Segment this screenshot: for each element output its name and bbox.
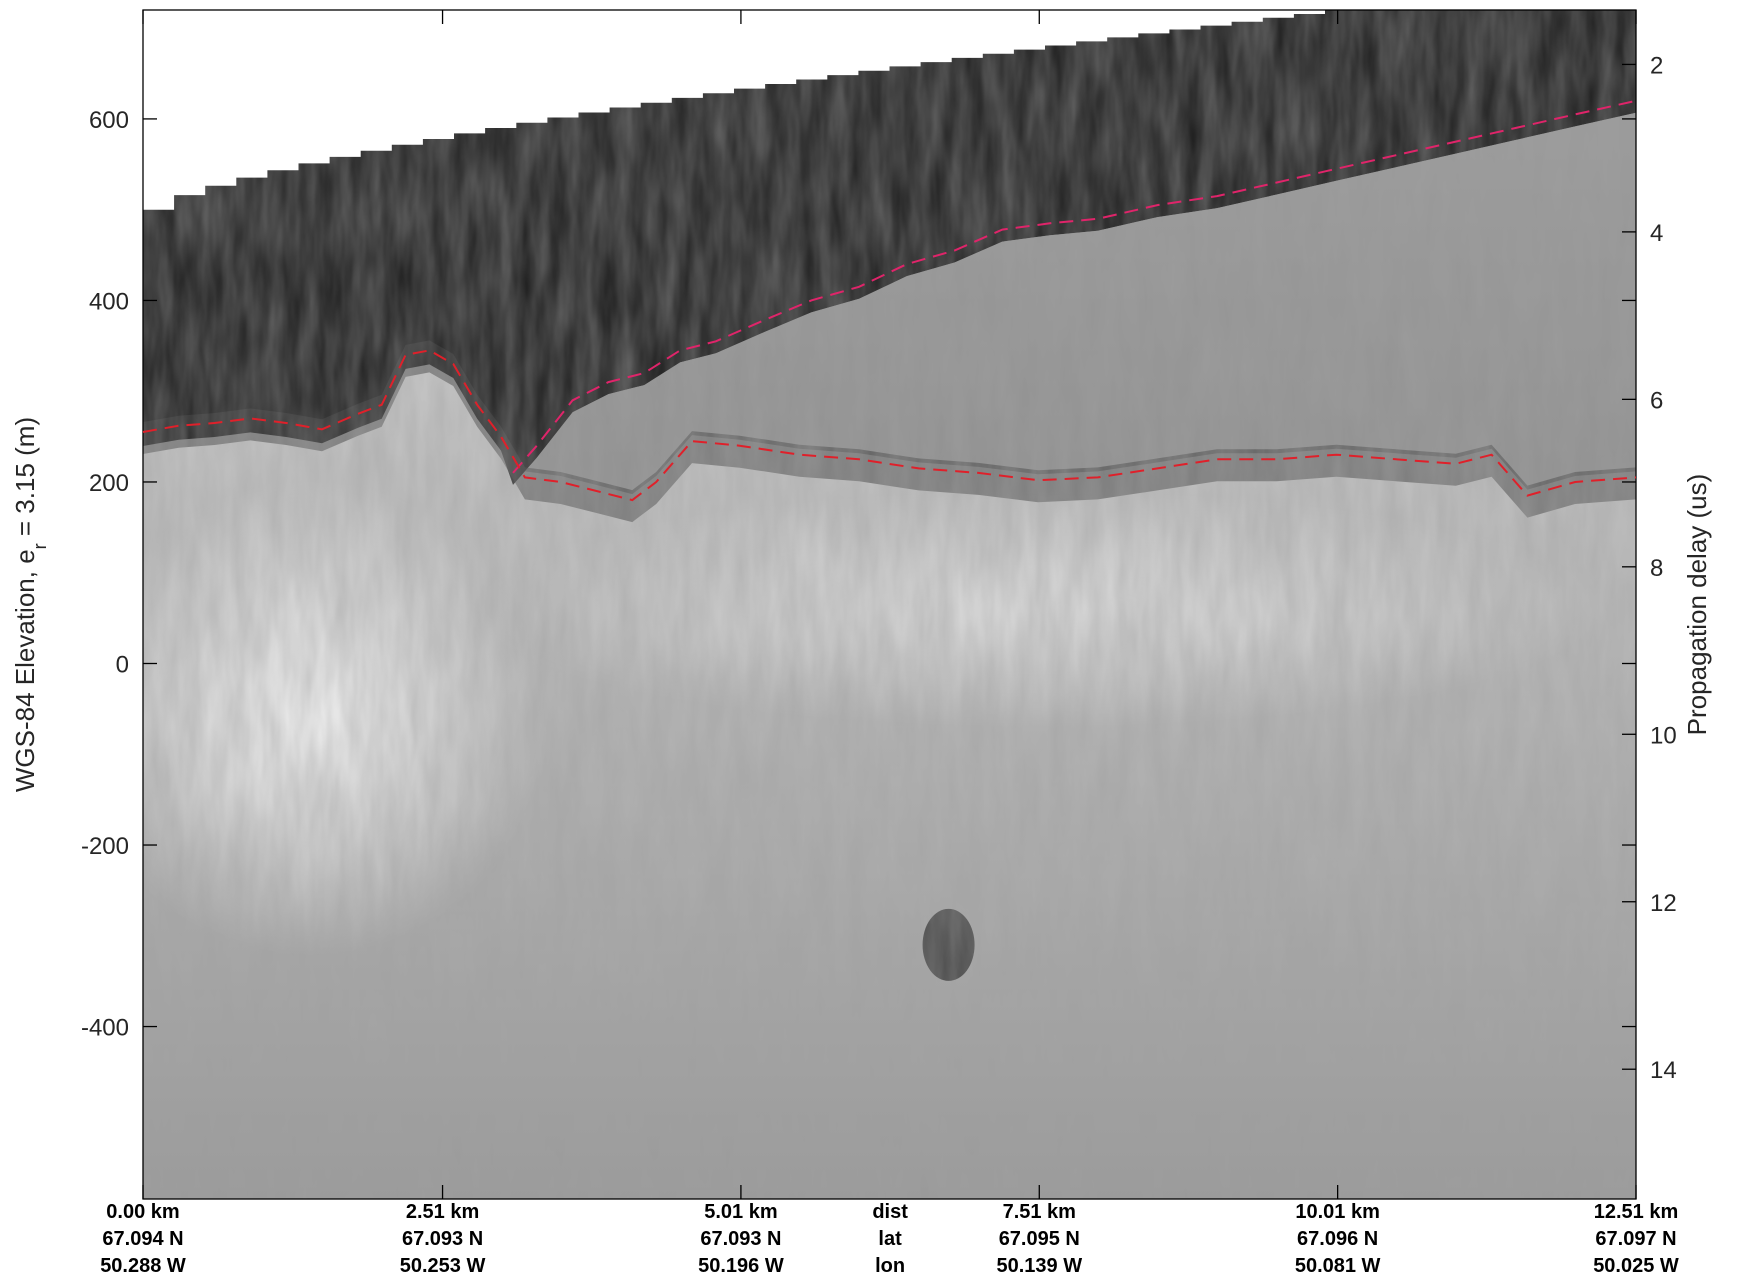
x-tick-label: 50.288 W — [100, 1255, 186, 1277]
x-tick-label: 67.094 N — [102, 1228, 183, 1250]
surface-reflector-line — [512, 99, 1637, 474]
speckle-texture — [143, 10, 1636, 1199]
no-data-region — [143, 10, 1636, 210]
x-tick-label: 50.139 W — [996, 1255, 1082, 1277]
left-tick-label: 600 — [89, 107, 129, 134]
right-tick-label: 14 — [1650, 1057, 1677, 1084]
right-tick-label: 2 — [1650, 52, 1663, 79]
left-axis: 600 400 200 0 -200 -400 — [81, 107, 1636, 1042]
x-tick-label: 50.025 W — [1593, 1255, 1679, 1277]
right-axis-label: Propagation delay (us) — [1682, 474, 1712, 736]
x-row-label: lon — [875, 1255, 905, 1277]
left-tick-label: 400 — [89, 288, 129, 315]
x-tick-label: 12.51 km — [1594, 1201, 1679, 1223]
x-tick-label: 67.095 N — [999, 1228, 1080, 1250]
plot-frame — [142, 9, 1637, 1200]
right-tick-label: 8 — [1650, 555, 1663, 582]
right-tick-label: 10 — [1650, 722, 1677, 749]
x-tick-label: 50.196 W — [698, 1255, 784, 1277]
right-tick-label: 4 — [1650, 220, 1663, 247]
left-tick-label: 200 — [89, 470, 129, 497]
x-tick-label: 5.01 km — [704, 1201, 777, 1223]
x-tick-label: 67.097 N — [1595, 1228, 1676, 1250]
x-tick-label: 67.096 N — [1297, 1228, 1378, 1250]
x-row-label: dist — [872, 1201, 908, 1223]
x-tick-label: 7.51 km — [1003, 1201, 1076, 1223]
series-layer — [142, 99, 1637, 502]
echogram-image — [143, 10, 1636, 1199]
x-tick-label: 67.093 N — [700, 1228, 781, 1250]
x-tick-label: 2.51 km — [406, 1201, 479, 1223]
left-tick-label: -200 — [81, 833, 129, 860]
x-tick-label: 67.093 N — [402, 1228, 483, 1250]
x-tick-label: 0.00 km — [106, 1201, 179, 1223]
right-tick-label: 6 — [1650, 387, 1663, 414]
x-row-label: lat — [878, 1228, 902, 1250]
x-tick-label: 10.01 km — [1295, 1201, 1380, 1223]
left-axis-label: WGS-84 Elevation, er = 3.15 (m) — [10, 417, 50, 792]
x-tick-label: 50.081 W — [1295, 1255, 1381, 1277]
right-tick-label: 12 — [1650, 890, 1677, 917]
x-axis: 0.00 km 67.094 N 50.288 W 2.51 km 67.093 N 50… — [100, 10, 1679, 1277]
left-tick-label: -400 — [81, 1015, 129, 1042]
left-tick-label: 0 — [116, 651, 129, 678]
x-tick-label: 50.253 W — [400, 1255, 486, 1277]
right-axis: 2 4 6 8 10 12 14 — [1622, 52, 1677, 1084]
